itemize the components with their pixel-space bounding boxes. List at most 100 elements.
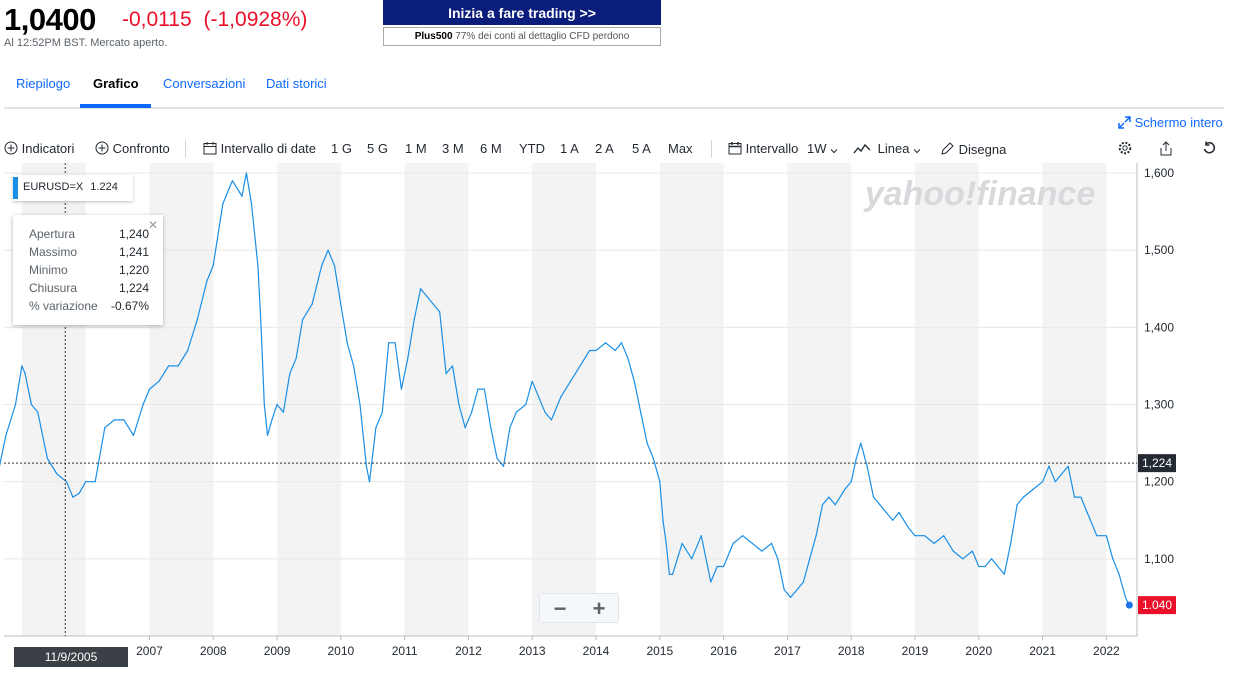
series-point: [855, 457, 857, 460]
series-point: [30, 403, 33, 406]
share-button[interactable]: [1159, 141, 1173, 157]
series-point: [997, 565, 999, 568]
series-point: [898, 511, 900, 514]
settings-button[interactable]: [1118, 141, 1132, 156]
series-point: [1003, 573, 1005, 575]
series-point: [368, 481, 371, 483]
year-band: [914, 163, 979, 636]
range-3m[interactable]: 3 M: [442, 141, 464, 156]
chart-type-label: Linea: [877, 141, 910, 156]
tab-dati-storici[interactable]: Dati storici: [266, 76, 327, 91]
chart-type-dropdown[interactable]: Linea: [853, 141, 921, 156]
series-point: [984, 565, 986, 568]
chevron-down-icon: [830, 149, 838, 154]
start-trading-button[interactable]: Inizia a fare trading >>: [383, 0, 661, 25]
reset-button[interactable]: [1202, 141, 1216, 156]
series-point: [742, 535, 744, 537]
series-point: [289, 373, 291, 375]
tab-riepilogo[interactable]: Riepilogo: [16, 76, 71, 91]
series-point: [1061, 473, 1063, 475]
series-point: [400, 388, 403, 390]
range-5g[interactable]: 5 G: [367, 141, 388, 156]
close-icon[interactable]: ✕: [147, 218, 158, 232]
series-point: [381, 411, 383, 413]
tab-grafico[interactable]: Grafico: [93, 76, 139, 91]
series-point: [222, 203, 224, 205]
quote-change: -0,0115 (-1,0928%): [122, 8, 307, 32]
draw-button[interactable]: Disegna: [940, 141, 1006, 157]
tooltip-row: Massimo 1,241: [29, 245, 149, 263]
series-point: [250, 203, 253, 205]
ohlc-tooltip: ✕ Apertura 1,240 Massimo 1,241 Minimo 1,220…: [13, 215, 163, 325]
quote-price: 1,0400: [4, 2, 96, 37]
series-point: [266, 434, 269, 436]
series-point: [1086, 511, 1088, 514]
series-point: [952, 550, 954, 552]
fullscreen-link[interactable]: Schermo intero: [1118, 115, 1223, 130]
series-point: [646, 442, 648, 444]
zoom-in-button[interactable]: +: [592, 596, 606, 621]
year-band: [404, 163, 469, 636]
series-point: [892, 519, 894, 521]
zoom-out-button[interactable]: −: [553, 596, 567, 621]
tab-conversazioni[interactable]: Conversazioni: [163, 76, 246, 91]
series-point: [426, 295, 428, 298]
compare-label: Confronto: [112, 141, 170, 156]
series-point: [301, 319, 304, 321]
range-ytd[interactable]: YTD: [519, 141, 545, 156]
indicators-label: Indicatori: [21, 141, 75, 156]
series-point: [1016, 504, 1018, 506]
tooltip-value: -0.67%: [110, 299, 149, 313]
series-point: [196, 319, 198, 321]
series-point: [668, 573, 670, 575]
share-icon: [1160, 141, 1172, 156]
series-point: [933, 542, 935, 544]
series-point: [24, 373, 26, 375]
series-point: [569, 380, 572, 382]
series-point: [365, 465, 367, 467]
price-chart[interactable]: yahoo!finance 1,6001,5001,4001,3001,2001…: [0, 163, 1241, 673]
series-point: [809, 558, 811, 560]
tooltip-value: 1,241: [118, 245, 149, 259]
series-point: [340, 303, 342, 305]
toolbar-divider: [185, 140, 186, 158]
crosshair-y-label: 1,224: [1142, 456, 1172, 470]
series-line: [0, 172, 1130, 606]
series-point: [496, 457, 498, 460]
grid-lines: [4, 172, 1137, 560]
series-point: [866, 465, 868, 467]
series-point: [710, 581, 712, 583]
series-point: [72, 496, 74, 498]
series-point: [990, 558, 993, 560]
range-1a[interactable]: 1 A: [560, 141, 579, 156]
series-point: [579, 365, 581, 367]
series-point: [187, 349, 189, 352]
x-tick-label: 2018: [838, 644, 865, 658]
interval-dropdown[interactable]: Intervallo 1W: [728, 141, 838, 156]
toolbar-divider: [711, 140, 712, 158]
series-point: [659, 481, 661, 483]
range-1m[interactable]: 1 M: [405, 141, 427, 156]
series-point: [971, 550, 974, 552]
y-tick-label: 1,100: [1144, 552, 1174, 566]
series-point: [872, 496, 875, 498]
line-chart-icon: [853, 143, 871, 154]
range-2a[interactable]: 2 A: [595, 141, 614, 156]
range-1g[interactable]: 1 G: [331, 141, 352, 156]
date-range-button[interactable]: Intervallo di date: [203, 141, 316, 156]
range-max[interactable]: Max: [668, 141, 693, 156]
range-5a[interactable]: 5 A: [632, 141, 651, 156]
series-point: [525, 403, 527, 406]
series-point: [451, 365, 454, 367]
series-point: [352, 365, 355, 367]
series-point: [681, 542, 683, 544]
range-6m[interactable]: 6 M: [480, 141, 502, 156]
series-point: [1010, 542, 1012, 544]
series-point: [260, 326, 262, 328]
series-point: [604, 342, 607, 344]
compare-button[interactable]: Confronto: [95, 141, 170, 156]
tooltip-label: Apertura: [29, 227, 76, 241]
indicators-button[interactable]: Indicatori: [4, 141, 74, 156]
series-point: [113, 419, 115, 421]
expand-icon: [1118, 116, 1131, 129]
